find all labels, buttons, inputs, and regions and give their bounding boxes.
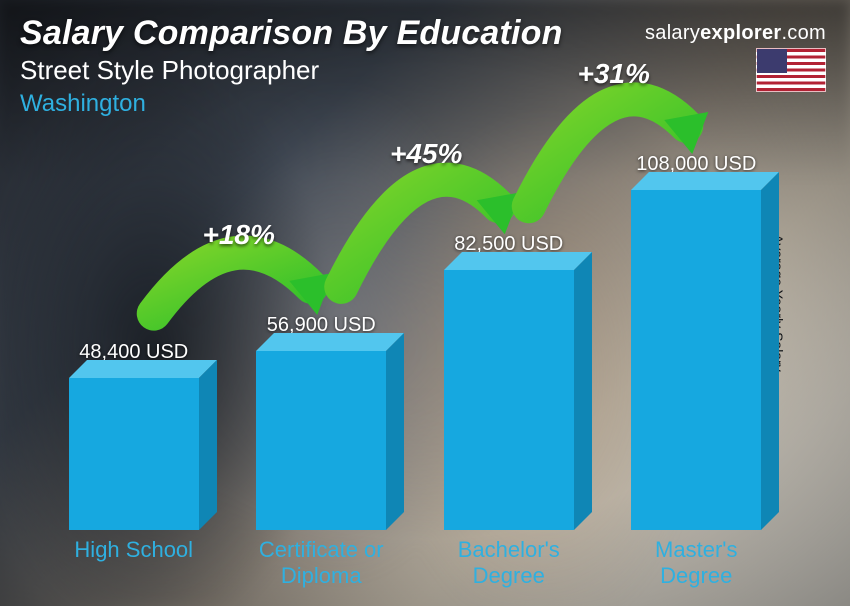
brand-part-1: salary: [645, 22, 700, 44]
bar: [256, 351, 386, 530]
category-labels: High SchoolCertificate orDiplomaBachelor…: [40, 537, 790, 588]
brand-part-3: .com: [781, 22, 826, 44]
bar-chart: 48,400 USD56,900 USD82,500 USD108,000 US…: [40, 68, 790, 588]
category-label: High School: [44, 537, 224, 588]
delta-badge: +31%: [578, 58, 650, 90]
bar: [69, 378, 199, 530]
category-label: Master'sDegree: [606, 537, 786, 588]
bar-slot: 108,000 USD: [606, 153, 786, 530]
delta-badge: +18%: [203, 219, 275, 251]
brand-watermark: salaryexplorer.com: [645, 22, 826, 45]
infographic-canvas: Salary Comparison By Education Street St…: [0, 0, 850, 606]
delta-badge: +45%: [390, 138, 462, 170]
brand-part-2: explorer: [700, 22, 781, 44]
bar: [444, 270, 574, 530]
category-label: Bachelor'sDegree: [419, 537, 599, 588]
bar: [631, 190, 761, 530]
chart-title: Salary Comparison By Education: [20, 14, 563, 53]
bar-slot: 82,500 USD: [419, 233, 599, 530]
category-label: Certificate orDiploma: [231, 537, 411, 588]
bar-slot: 56,900 USD: [231, 314, 411, 530]
bar-slot: 48,400 USD: [44, 341, 224, 530]
bars-container: 48,400 USD56,900 USD82,500 USD108,000 US…: [40, 110, 790, 530]
